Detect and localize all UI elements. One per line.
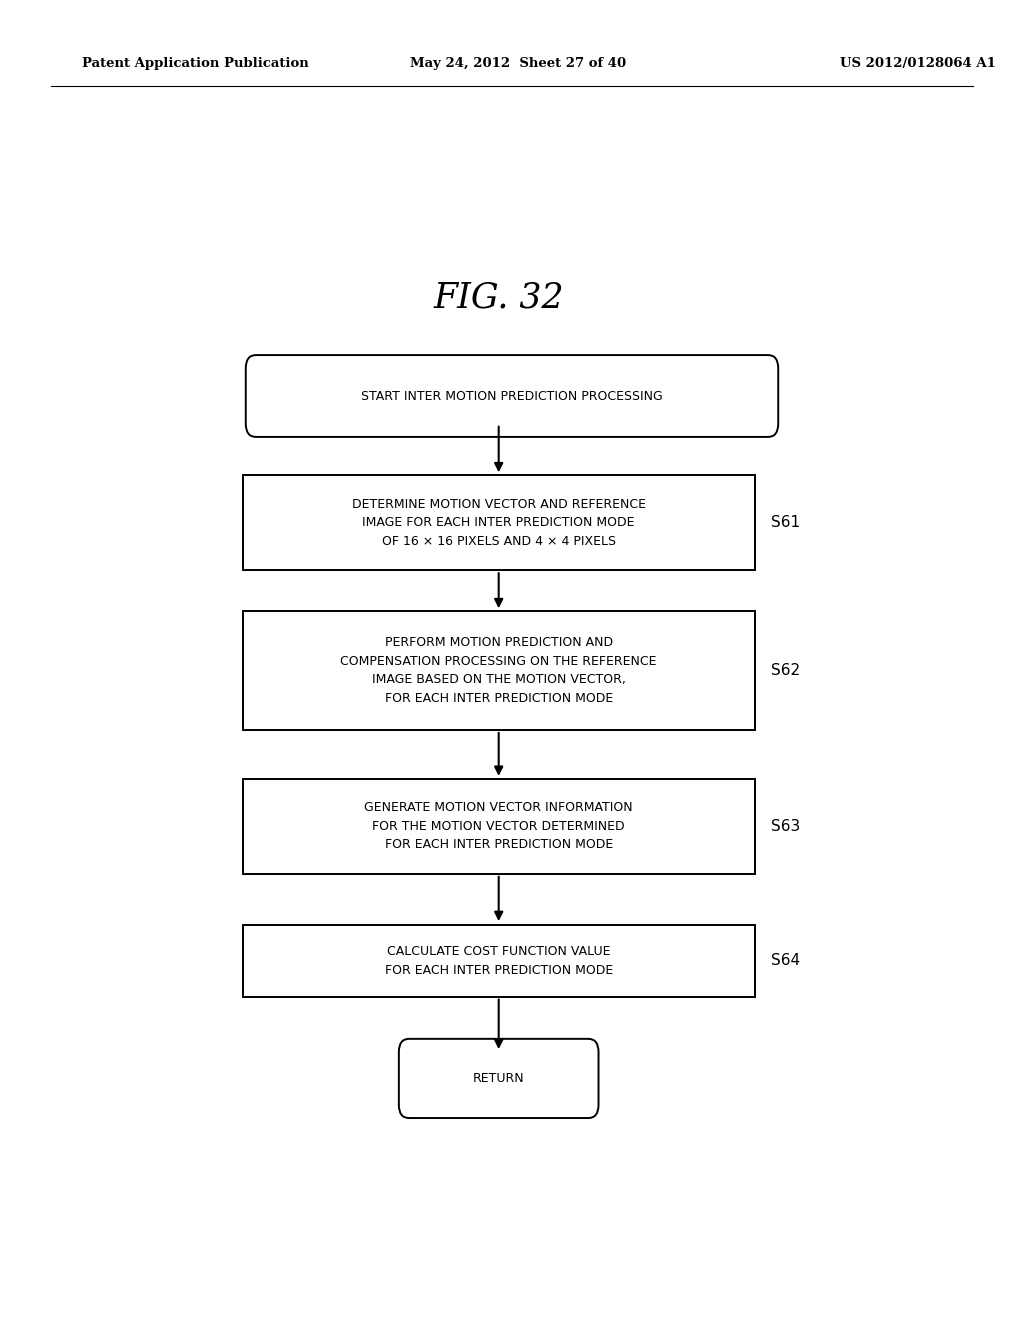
- Bar: [243, 924, 755, 998]
- Text: S62: S62: [771, 663, 800, 678]
- FancyBboxPatch shape: [246, 355, 778, 437]
- Text: US 2012/0128064 A1: US 2012/0128064 A1: [840, 57, 995, 70]
- Text: May 24, 2012  Sheet 27 of 40: May 24, 2012 Sheet 27 of 40: [410, 57, 626, 70]
- Text: S63: S63: [771, 818, 801, 834]
- Text: PERFORM MOTION PREDICTION AND
COMPENSATION PROCESSING ON THE REFERENCE
IMAGE BAS: PERFORM MOTION PREDICTION AND COMPENSATI…: [340, 636, 657, 705]
- Text: START INTER MOTION PREDICTION PROCESSING: START INTER MOTION PREDICTION PROCESSING: [361, 389, 663, 403]
- Bar: [243, 779, 755, 874]
- Bar: [243, 611, 755, 730]
- Text: S64: S64: [771, 953, 800, 969]
- Text: DETERMINE MOTION VECTOR AND REFERENCE
IMAGE FOR EACH INTER PREDICTION MODE
OF 16: DETERMINE MOTION VECTOR AND REFERENCE IM…: [351, 498, 646, 548]
- Text: RETURN: RETURN: [473, 1072, 524, 1085]
- Text: CALCULATE COST FUNCTION VALUE
FOR EACH INTER PREDICTION MODE: CALCULATE COST FUNCTION VALUE FOR EACH I…: [385, 945, 612, 977]
- Text: S61: S61: [771, 515, 800, 531]
- FancyBboxPatch shape: [398, 1039, 598, 1118]
- Text: Patent Application Publication: Patent Application Publication: [82, 57, 308, 70]
- Text: FIG. 32: FIG. 32: [433, 280, 564, 314]
- Text: GENERATE MOTION VECTOR INFORMATION
FOR THE MOTION VECTOR DETERMINED
FOR EACH INT: GENERATE MOTION VECTOR INFORMATION FOR T…: [365, 801, 633, 851]
- Bar: [243, 475, 755, 570]
